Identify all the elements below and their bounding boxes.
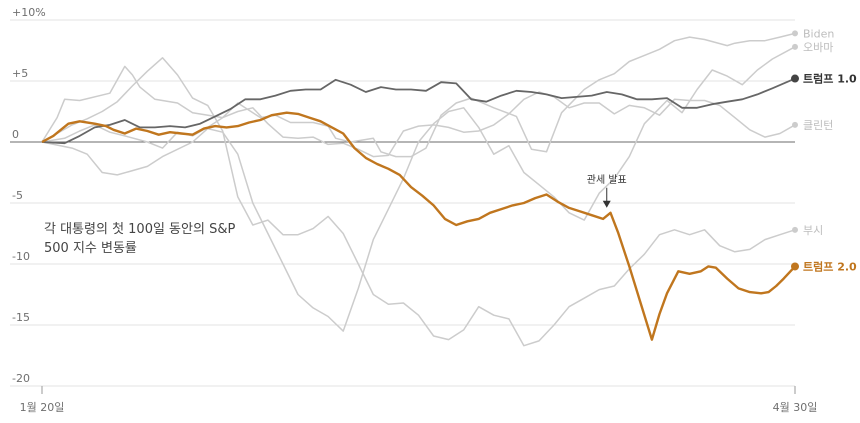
y-tick-label: 0 (12, 128, 19, 141)
y-tick-label: -10 (12, 250, 30, 263)
annotation-arrow-head (602, 200, 611, 208)
series-label-클린턴: 클린턴 (803, 119, 833, 132)
series-label-오바마: 오바마 (803, 41, 833, 54)
series-line-클린턴 (41, 91, 796, 158)
series-line-오바마 (41, 46, 796, 332)
series-end-marker (792, 30, 798, 37)
series-line-트럼프-1.0 (41, 77, 796, 145)
y-tick-label: +10% (12, 6, 46, 19)
series-line-트럼프-2.0 (41, 111, 796, 341)
series-label-Biden: Biden (803, 27, 834, 40)
annotation-label: 관세 발표 (587, 174, 627, 186)
series-end-marker (791, 74, 799, 83)
annotation-group: 관세 발표 (587, 174, 627, 208)
x-axis-ticks: 1월 20일 4월 30일 (20, 386, 818, 414)
series-label-트럼프-1.0: 트럼프 1.0 (803, 73, 857, 86)
y-axis-ticks: +10% +5 0 -5 -10 -15 -20 (12, 6, 46, 385)
series-end-marker (791, 262, 799, 271)
x-tick-label: 4월 30일 (773, 400, 818, 414)
series-label-트럼프-2.0: 트럼프 2.0 (803, 260, 857, 273)
chart-subtitle-line-2: 500 지수 변동률 (44, 241, 137, 256)
chart-subtitle-line-1: 각 대통령의 첫 100일 동안의 S&P (44, 222, 235, 237)
series-line-부시 (41, 57, 796, 347)
y-tick-label: -15 (12, 311, 30, 324)
series-end-marker (792, 226, 798, 233)
series-lines (41, 30, 799, 347)
y-tick-label: -20 (12, 372, 30, 385)
series-end-marker (792, 43, 798, 50)
y-tick-label: -5 (12, 189, 23, 202)
series-end-marker (792, 121, 798, 128)
y-tick-label: +5 (12, 67, 28, 80)
grid-lines (10, 19, 795, 387)
x-tick-label: 1월 20일 (20, 400, 65, 414)
series-label-부시: 부시 (803, 224, 823, 237)
series-line-Biden (41, 32, 796, 158)
